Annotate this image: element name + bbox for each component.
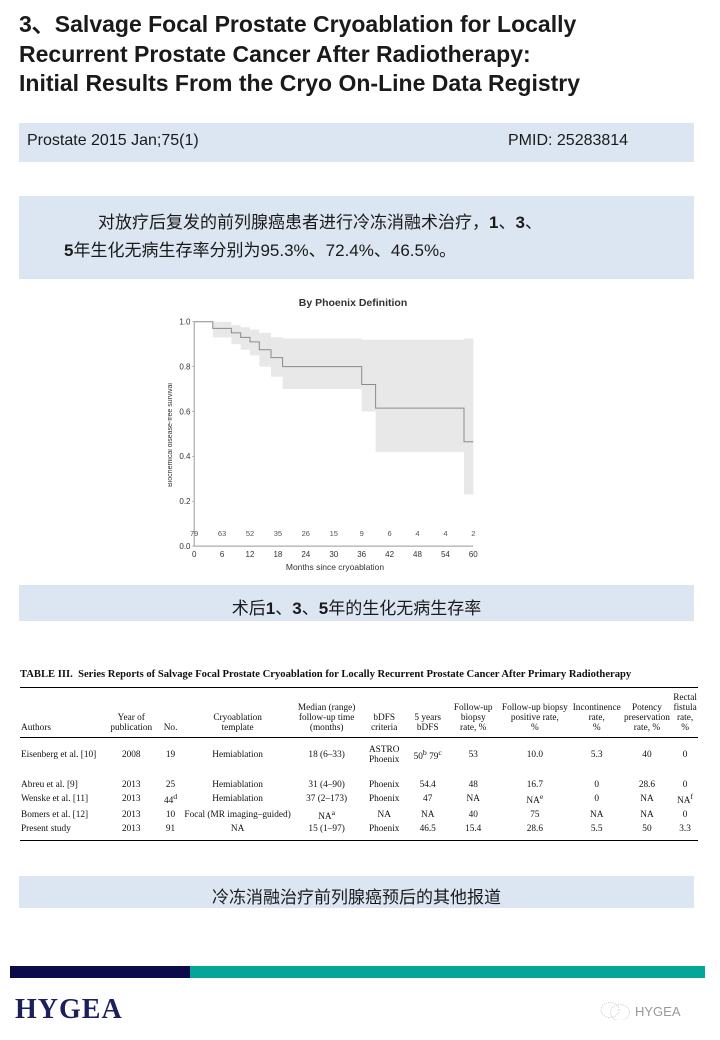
svg-text:1.0: 1.0 — [179, 318, 191, 327]
svg-text:35: 35 — [274, 529, 282, 538]
svg-text:6: 6 — [388, 529, 392, 538]
svg-text:0.6: 0.6 — [179, 407, 191, 416]
svg-text:48: 48 — [413, 550, 422, 559]
svg-text:36: 36 — [357, 550, 366, 559]
svg-text:0.4: 0.4 — [179, 452, 191, 461]
svg-text:HYGEA: HYGEA — [635, 1004, 681, 1019]
svg-text:54: 54 — [441, 550, 450, 559]
svg-text:By Phoenix Definition: By Phoenix Definition — [299, 297, 408, 309]
svg-text:9: 9 — [360, 529, 364, 538]
svg-text:Biochemical disease-free survi: Biochemical disease-free survival — [168, 383, 174, 487]
svg-text:6: 6 — [220, 550, 225, 559]
svg-text:26: 26 — [302, 529, 310, 538]
svg-text:Months since cryoablation: Months since cryoablation — [286, 562, 385, 572]
svg-text:15: 15 — [330, 529, 338, 538]
svg-text:42: 42 — [385, 550, 394, 559]
svg-text:24: 24 — [301, 550, 310, 559]
svg-text:0.8: 0.8 — [179, 362, 191, 371]
svg-text:52: 52 — [246, 529, 254, 538]
svg-text:12: 12 — [246, 550, 255, 559]
svg-text:60: 60 — [469, 550, 478, 559]
svg-text:2: 2 — [471, 529, 475, 538]
svg-text:0: 0 — [192, 550, 197, 559]
svg-text:4: 4 — [415, 529, 419, 538]
svg-text:30: 30 — [329, 550, 338, 559]
svg-text:0.2: 0.2 — [179, 497, 191, 506]
svg-text:4: 4 — [443, 529, 447, 538]
svg-text:63: 63 — [218, 529, 226, 538]
svg-text:79: 79 — [190, 529, 198, 538]
svg-text:18: 18 — [273, 550, 282, 559]
svg-text:0.0: 0.0 — [179, 542, 191, 551]
